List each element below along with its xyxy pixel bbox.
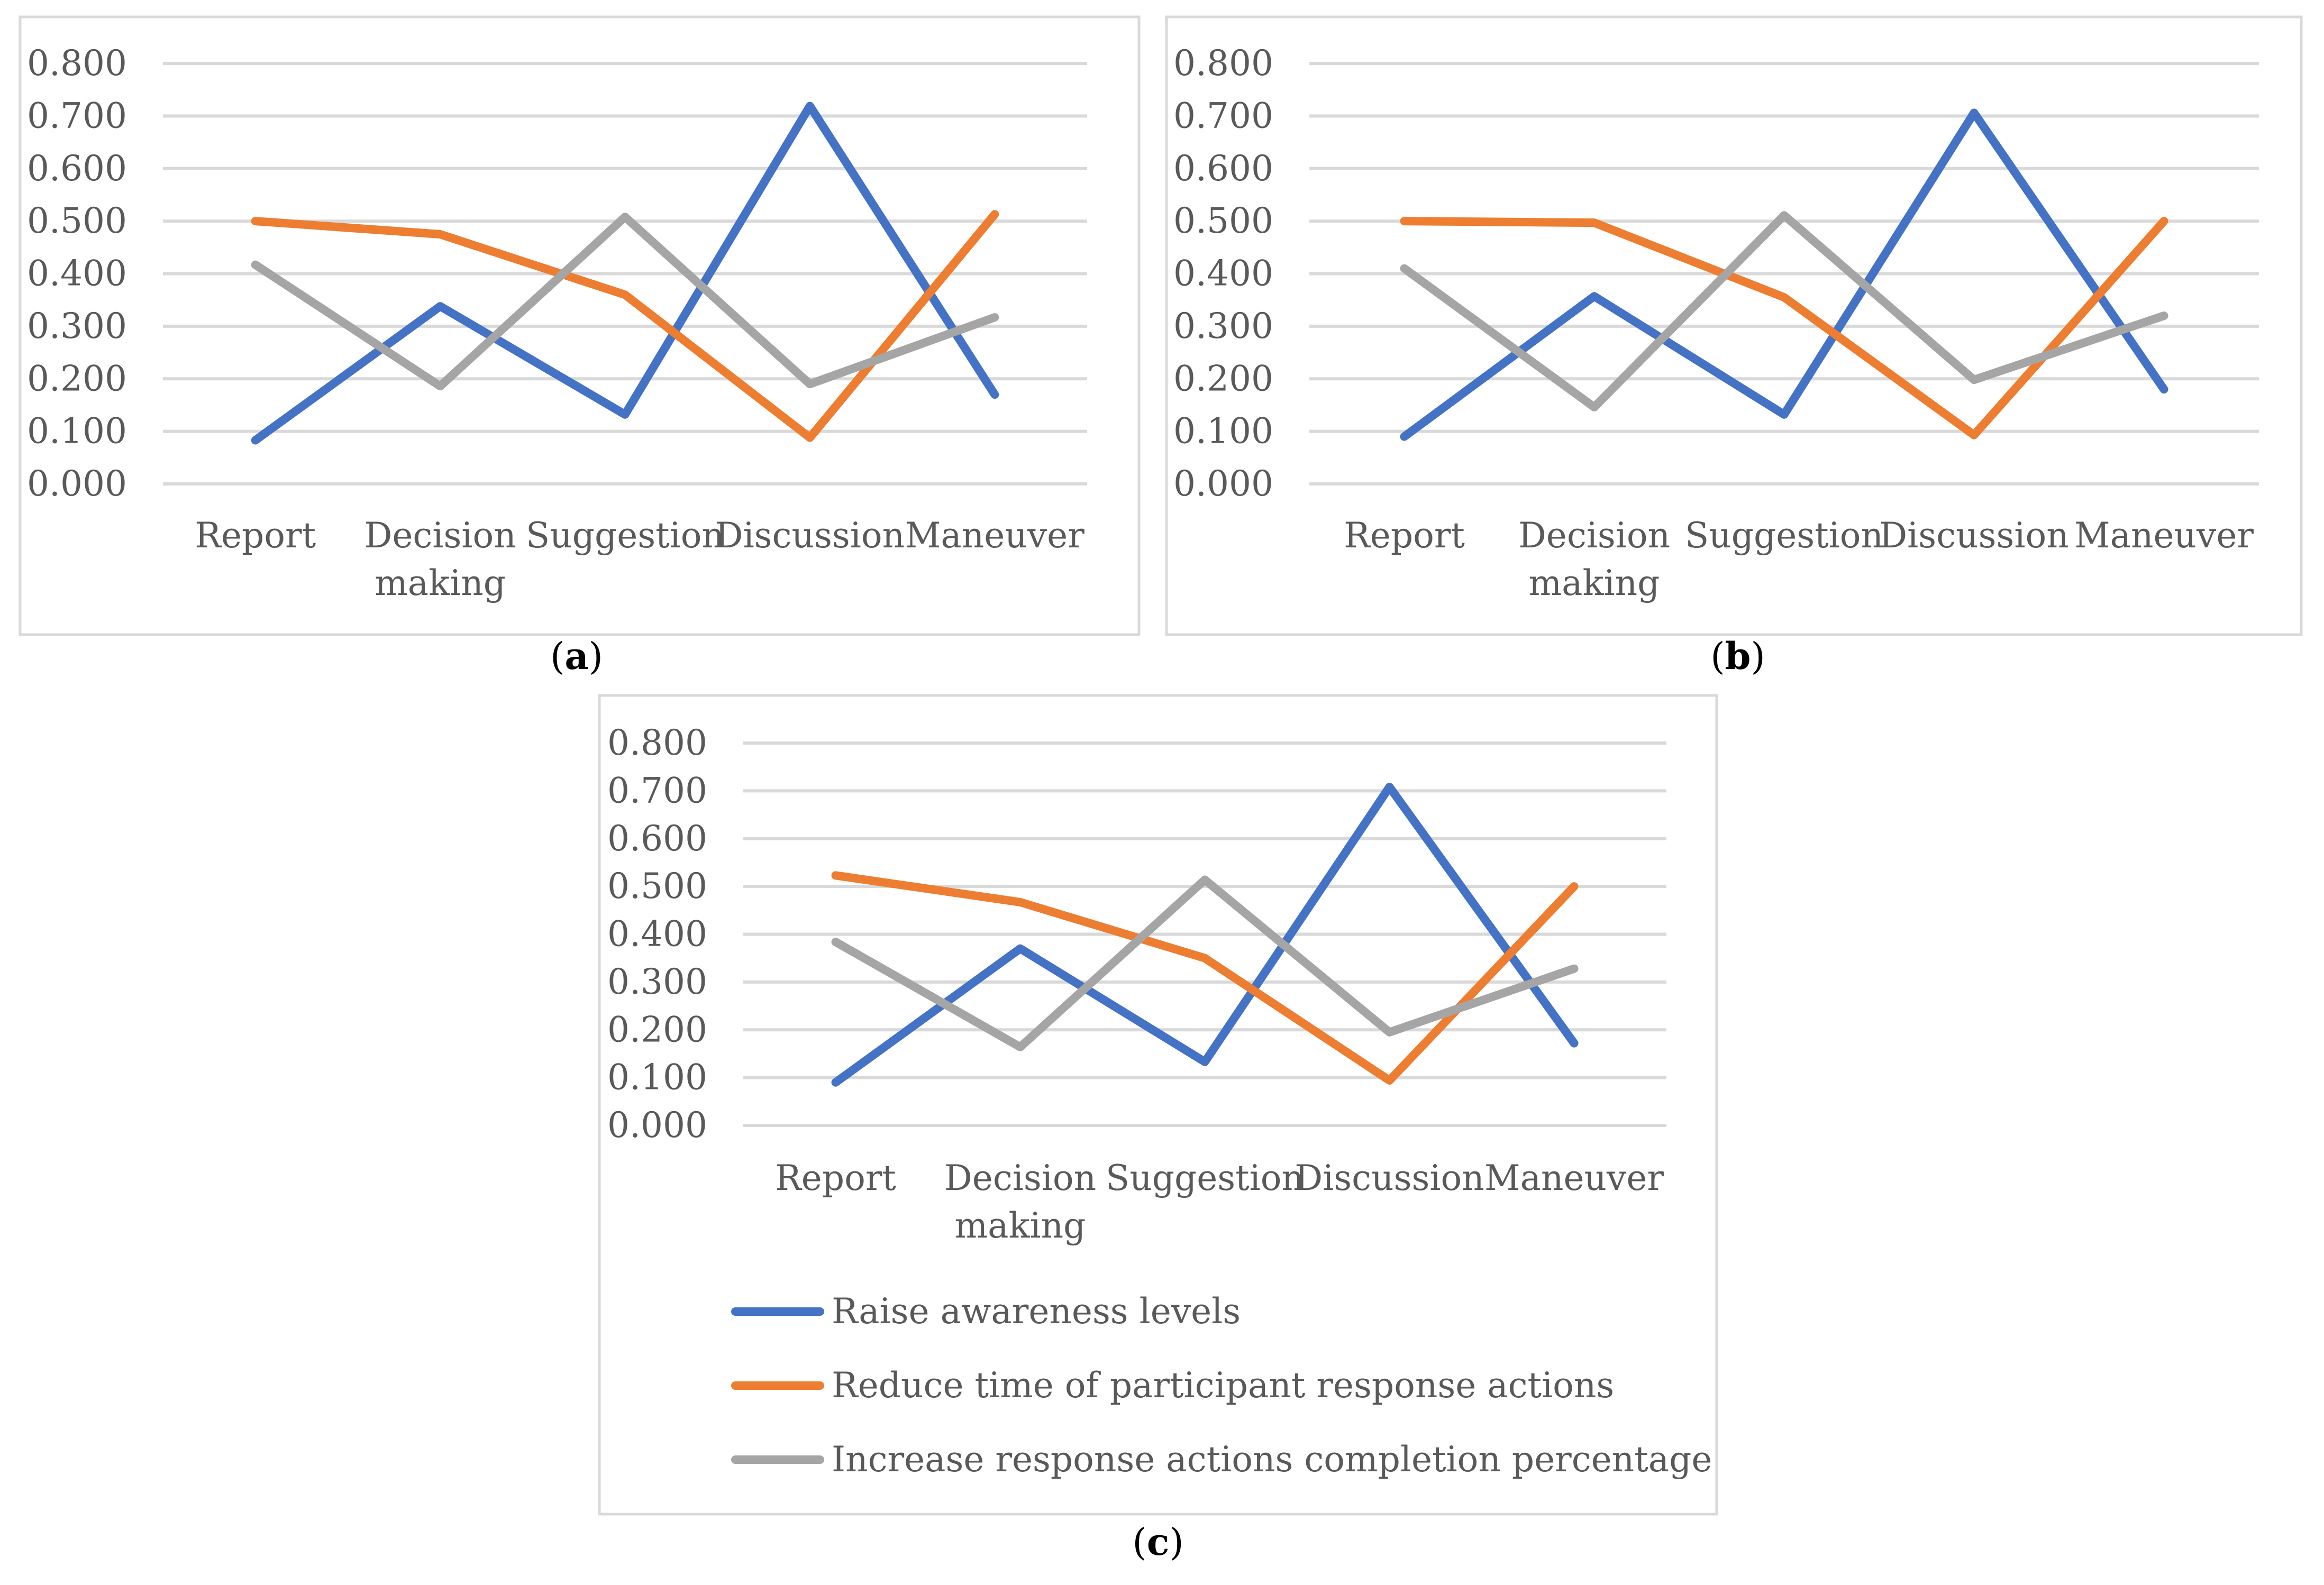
series-line-1 (251, 102, 999, 445)
x-tick-label: Decision making (944, 1158, 1096, 1246)
series-line-3 (1400, 211, 2168, 411)
series-line-1 (1400, 108, 2168, 441)
y-tick-label: 0.000 (1173, 463, 1273, 504)
y-tick-label: 0.200 (1173, 358, 1273, 399)
x-tick-label: Suggestion (1685, 515, 1883, 556)
y-tick-label: 0.300 (1173, 306, 1273, 346)
series-line-2 (831, 871, 1579, 1085)
y-tick-label: 0.100 (27, 411, 127, 452)
x-tick-label: Decision making (364, 515, 516, 603)
x-tick-label: Report (775, 1158, 896, 1198)
x-tick-label: Maneuver (2074, 515, 2254, 556)
y-tick-label: 0.500 (607, 866, 707, 906)
chart-panel-c: 0.000 0.100 0.200 0.300 0.400 0.500 0.600 0.700… (598, 694, 1718, 1516)
y-tick-label: 0.600 (607, 818, 707, 859)
x-tick-label: Decision making (1518, 515, 1670, 603)
y-tick-label: 0.800 (607, 722, 707, 763)
chart-panel-a: 0.000 0.100 0.200 0.300 0.400 0.500 0.600 0.700… (19, 15, 1141, 636)
y-tick-label: 0.100 (607, 1057, 707, 1098)
legend-label: Reduce time of participant response acti… (832, 1365, 1614, 1406)
chart-panel-b: 0.000 0.100 0.200 0.300 0.400 0.500 0.600 0.700… (1165, 15, 2303, 636)
y-tick-label: 0.200 (27, 358, 127, 399)
legend-label: Raise awareness levels (832, 1291, 1241, 1332)
series-line-1 (831, 783, 1579, 1087)
x-tick-label: Discussion (1879, 515, 2068, 556)
y-tick-label: 0.400 (27, 253, 127, 294)
x-tick-label: Discussion (1295, 1158, 1484, 1198)
series-line-3 (831, 875, 1579, 1051)
y-tick-label: 0.500 (27, 200, 127, 241)
y-tick-label: 0.400 (607, 914, 707, 955)
legend-label: Increase response actions completion per… (832, 1439, 1712, 1480)
legend: Raise awareness levels Reduce time of par… (731, 1291, 1712, 1480)
y-tick-label: 0.000 (607, 1105, 707, 1146)
series-line-3 (251, 213, 999, 391)
x-tick-label: Maneuver (905, 515, 1084, 556)
y-tick-label: 0.700 (27, 95, 127, 136)
y-tick-label: 0.300 (27, 306, 127, 346)
x-tick-label: Report (195, 515, 316, 556)
chart-frame (598, 694, 1718, 1516)
y-tick-label: 0.100 (1173, 411, 1273, 452)
y-tick-label: 0.200 (607, 1009, 707, 1050)
x-tick-label: Report (1344, 515, 1465, 556)
x-tick-label: Maneuver (1484, 1158, 1664, 1198)
x-tick-label: Suggestion (1106, 1158, 1304, 1198)
panel-label: (c) (1132, 1520, 1183, 1564)
y-tick-label: 0.800 (1173, 43, 1273, 84)
panel-label: (b) (1710, 634, 1765, 678)
y-tick-label: 0.000 (27, 463, 127, 504)
panel-label: (a) (550, 634, 603, 678)
y-tick-label: 0.400 (1173, 253, 1273, 294)
y-tick-label: 0.500 (1173, 200, 1273, 241)
y-tick-label: 0.600 (27, 148, 127, 189)
y-tick-label: 0.600 (1173, 148, 1273, 189)
y-tick-label: 0.700 (607, 770, 707, 811)
y-tick-label: 0.300 (607, 961, 707, 1002)
x-tick-label: Discussion (715, 515, 905, 556)
y-tick-label: 0.700 (1173, 95, 1273, 136)
series-line-2 (1400, 217, 2168, 439)
y-tick-label: 0.800 (27, 43, 127, 84)
x-tick-label: Suggestion (526, 515, 724, 556)
